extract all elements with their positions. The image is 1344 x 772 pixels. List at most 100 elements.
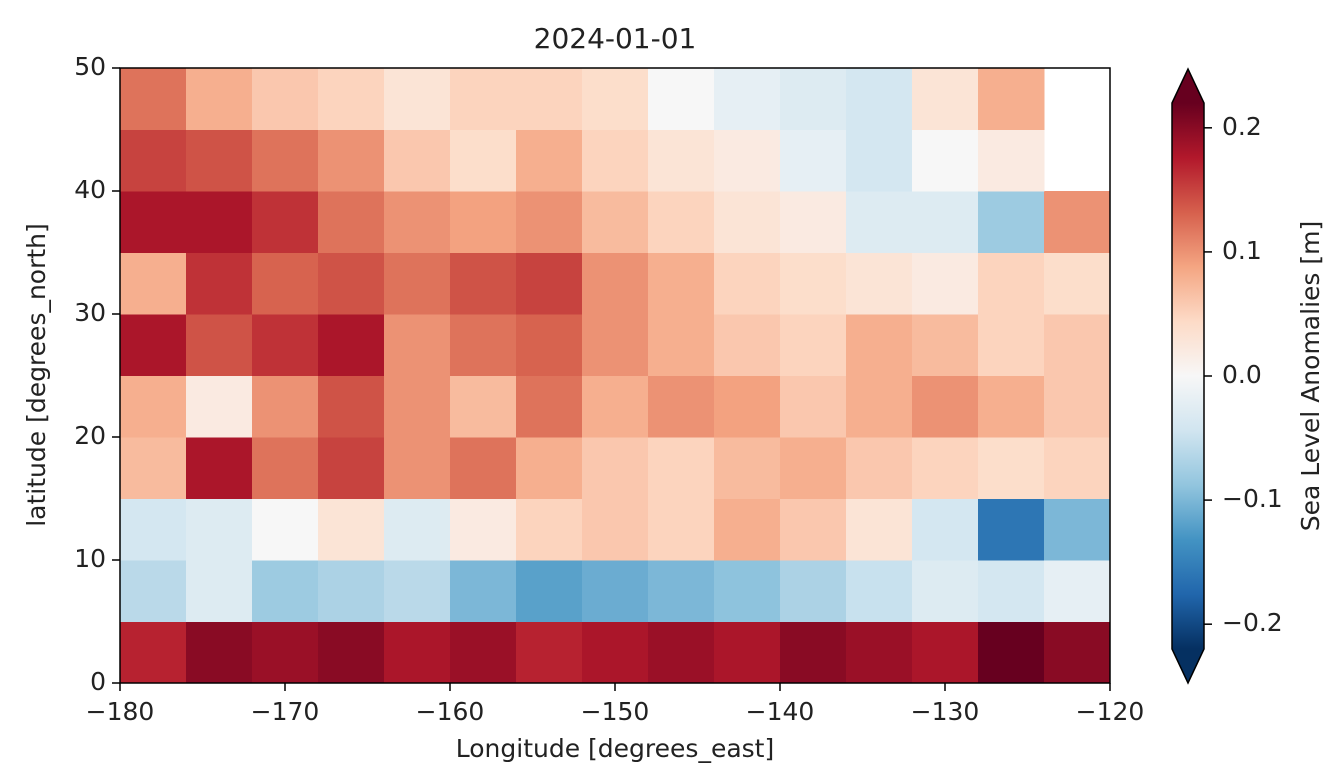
heatmap-cell — [252, 191, 319, 253]
heatmap-cell — [318, 621, 385, 684]
heatmap-cell — [1044, 314, 1111, 376]
heatmap-cell — [780, 375, 847, 438]
x-axis-label: Longitude [degrees_east] — [456, 734, 774, 763]
heatmap-cell — [318, 560, 385, 622]
heatmap-cell — [1044, 560, 1111, 622]
colorbar-tick-label: −0.2 — [1222, 608, 1283, 637]
heatmap-cell — [450, 252, 517, 315]
colorbar-tick-label: 0.2 — [1222, 112, 1262, 141]
heatmap-cell — [846, 314, 913, 376]
heatmap-cell — [120, 314, 187, 376]
x-tick-label: −180 — [86, 697, 155, 726]
heatmap-cell — [582, 68, 649, 130]
heatmap-cell — [318, 314, 385, 376]
heatmap-cell — [516, 129, 583, 192]
heatmap-cell — [384, 498, 451, 561]
heatmap-cell — [978, 560, 1045, 622]
heatmap-cell — [978, 191, 1045, 253]
heatmap-cell — [186, 560, 253, 622]
heatmap-cell — [648, 129, 715, 192]
heatmap-cell — [120, 560, 187, 622]
heatmap-cell — [516, 68, 583, 130]
heatmap-cell — [978, 375, 1045, 438]
heatmap-cell — [252, 621, 319, 684]
heatmap-cell — [714, 498, 781, 561]
heatmap-cell — [516, 252, 583, 315]
heatmap-cell — [780, 129, 847, 192]
heatmap-cell — [582, 191, 649, 253]
heatmap-cell — [450, 68, 517, 130]
colorbar-tick-label: 0.1 — [1222, 236, 1262, 265]
heatmap-cell — [450, 314, 517, 376]
heatmap-cell — [978, 129, 1045, 192]
heatmap-cell — [252, 252, 319, 315]
heatmap-cell — [780, 314, 847, 376]
heatmap-cell — [516, 560, 583, 622]
y-tick-label: 20 — [74, 421, 106, 450]
heatmap-cell — [978, 621, 1045, 684]
heatmap-cell — [714, 621, 781, 684]
heatmap-cell — [648, 498, 715, 561]
heatmap-cell — [384, 252, 451, 315]
x-tick-label: −140 — [746, 697, 815, 726]
y-tick-label: 40 — [74, 175, 106, 204]
heatmap-cell — [516, 375, 583, 438]
heatmap-cell — [318, 437, 385, 499]
heatmap-cell — [120, 375, 187, 438]
y-tick-label: 50 — [74, 52, 106, 81]
heatmap-cell — [252, 129, 319, 192]
x-tick-label: −170 — [251, 697, 320, 726]
heatmap-cell — [516, 314, 583, 376]
heatmap-cell — [714, 314, 781, 376]
x-tick-label: −160 — [416, 697, 485, 726]
heatmap-cell — [384, 191, 451, 253]
heatmap-cell — [846, 437, 913, 499]
heatmap-cell — [846, 68, 913, 130]
heatmap-cell — [450, 498, 517, 561]
heatmap-cell — [648, 68, 715, 130]
heatmap-cell — [252, 560, 319, 622]
heatmap-cell — [912, 129, 979, 192]
heatmap-cell — [978, 498, 1045, 561]
heatmap-cell — [384, 560, 451, 622]
heatmap-cell — [252, 314, 319, 376]
heatmap-cell — [318, 498, 385, 561]
heatmap-cell — [912, 498, 979, 561]
heatmap-cell — [714, 252, 781, 315]
heatmap-cell — [780, 437, 847, 499]
heatmap-cell — [648, 621, 715, 684]
heatmap-cell — [978, 252, 1045, 315]
heatmap-cell — [450, 129, 517, 192]
heatmap-cell — [450, 437, 517, 499]
heatmap-cell — [714, 560, 781, 622]
heatmap-cell — [780, 560, 847, 622]
heatmap-cell — [912, 375, 979, 438]
heatmap-cell — [582, 498, 649, 561]
colorbar-frame — [1171, 67, 1205, 685]
heatmap-cell — [516, 498, 583, 561]
heatmap-cell — [450, 560, 517, 622]
heatmap-cell — [516, 437, 583, 499]
y-axis-label: latitude [degrees_north] — [22, 223, 51, 527]
heatmap-cell — [978, 314, 1045, 376]
x-tick-label: −120 — [1076, 697, 1145, 726]
heatmap-cell — [186, 314, 253, 376]
heatmap-cell — [450, 621, 517, 684]
heatmap-cell — [714, 375, 781, 438]
heatmap-cell — [1044, 375, 1111, 438]
heatmap-cell — [912, 191, 979, 253]
heatmap-cell — [450, 375, 517, 438]
heatmap-cell — [186, 129, 253, 192]
heatmap-cell — [318, 375, 385, 438]
heatmap-cell — [516, 191, 583, 253]
heatmap-cell — [912, 314, 979, 376]
heatmap-cell — [186, 191, 253, 253]
heatmap-cell — [318, 191, 385, 253]
heatmap-cell — [582, 129, 649, 192]
heatmap-cell — [780, 252, 847, 315]
heatmap-cell — [780, 68, 847, 130]
heatmap-cell — [384, 375, 451, 438]
heatmap-cell — [780, 621, 847, 684]
heatmap-cell — [384, 129, 451, 192]
